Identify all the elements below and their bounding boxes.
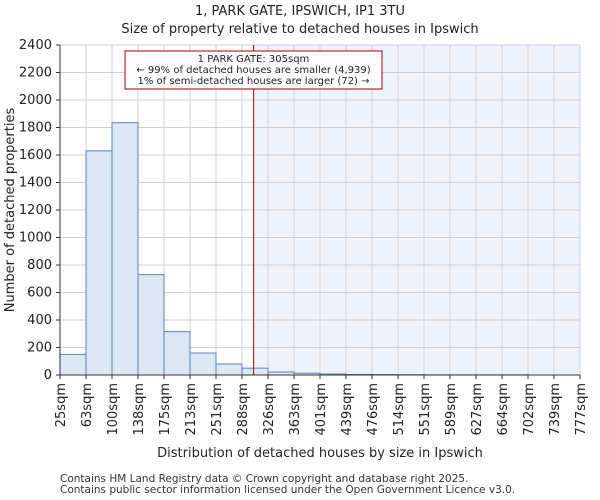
- histogram-bar: [163, 331, 191, 376]
- footer-line-2: Contains public sector information licen…: [60, 484, 516, 496]
- annotation-line-3: 1% of semi-detached houses are larger (7…: [137, 76, 369, 87]
- x-tick-label: 175sqm: [158, 383, 173, 436]
- chart-subtitle: Size of property relative to detached ho…: [121, 22, 479, 37]
- histogram-bar: [189, 352, 217, 376]
- histogram-bar: [215, 363, 243, 376]
- chart-title: 1, PARK GATE, IPSWICH, IP1 3TU: [194, 4, 406, 19]
- y-tick-label: 2000: [19, 93, 52, 108]
- y-tick-label: 600: [27, 286, 52, 301]
- y-tick-label: 1600: [19, 148, 52, 163]
- x-tick-label: 739sqm: [548, 383, 563, 436]
- histogram-bar: [111, 122, 139, 376]
- x-tick-label: 326sqm: [262, 383, 277, 436]
- footer-line-1: Contains HM Land Registry data © Crown c…: [60, 473, 469, 485]
- x-tick-label: 363sqm: [288, 383, 303, 436]
- x-tick-label: 251sqm: [210, 383, 225, 436]
- x-tick-label: 100sqm: [106, 383, 121, 436]
- x-tick-label: 138sqm: [132, 383, 147, 436]
- x-axis-label: Distribution of detached houses by size …: [157, 446, 483, 461]
- y-tick-label: 2200: [19, 66, 52, 81]
- y-tick-label: 1000: [19, 231, 52, 246]
- x-tick-label: 63sqm: [80, 383, 95, 427]
- x-tick-label: 514sqm: [392, 383, 407, 436]
- annotation-line-1: 1 PARK GATE: 305sqm: [198, 54, 310, 65]
- x-tick-label: 476sqm: [366, 383, 381, 436]
- x-tick-label: 627sqm: [470, 383, 485, 436]
- y-tick-label: 1200: [19, 203, 52, 218]
- histogram-bar: [241, 367, 269, 376]
- x-tick-label: 777sqm: [574, 383, 589, 436]
- y-tick-label: 0: [44, 368, 52, 383]
- y-tick-label: 200: [27, 341, 52, 356]
- x-tick-label: 401sqm: [314, 383, 329, 436]
- x-tick-label: 439sqm: [340, 383, 355, 436]
- x-tick-label: 288sqm: [236, 383, 251, 436]
- annotation-box: [124, 50, 383, 90]
- y-tick-label: 2400: [19, 38, 52, 53]
- annotation-line-2: ← 99% of detached houses are smaller (4,…: [136, 65, 370, 76]
- x-tick-label: 213sqm: [184, 383, 199, 436]
- histogram-bar: [85, 150, 113, 376]
- histogram-bar: [137, 274, 165, 376]
- y-tick-label: 1800: [19, 121, 52, 136]
- y-tick-label: 400: [27, 313, 52, 328]
- x-tick-label: 551sqm: [418, 383, 433, 436]
- y-tick-label: 1400: [19, 176, 52, 191]
- x-tick-label: 702sqm: [522, 383, 537, 436]
- x-tick-label: 25sqm: [54, 383, 69, 427]
- y-axis-label: Number of detached properties: [3, 108, 18, 313]
- histogram-bar: [59, 353, 87, 376]
- x-tick-label: 589sqm: [444, 383, 459, 436]
- y-tick-label: 800: [27, 258, 52, 273]
- x-tick-label: 664sqm: [496, 383, 511, 436]
